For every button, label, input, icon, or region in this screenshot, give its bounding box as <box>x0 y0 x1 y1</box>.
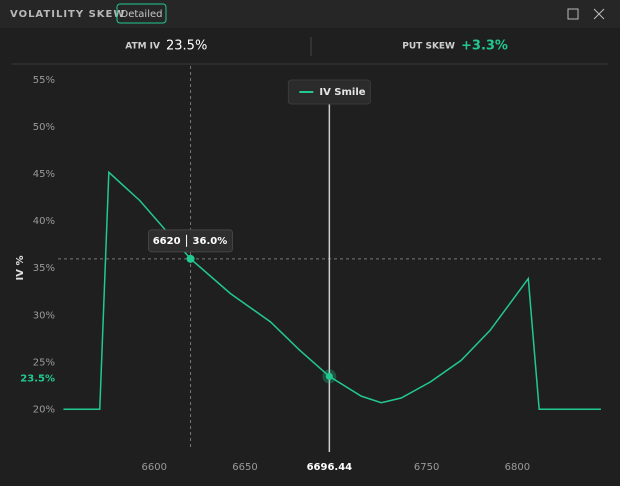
series-line <box>63 170 601 411</box>
x-tick-label: 6750 <box>414 462 439 473</box>
maximize-button[interactable] <box>567 8 579 20</box>
y-tick-label: 40% <box>33 216 55 227</box>
y-axis-label: IV % <box>15 256 26 281</box>
y-tick-label: 30% <box>33 310 55 321</box>
badge[interactable]: Detailed <box>121 9 163 20</box>
stat-label: PUT SKEW <box>402 42 455 52</box>
x-tick-label: 6650 <box>232 462 257 473</box>
legend-label: IV Smile <box>319 87 365 98</box>
y-tick-label: 35% <box>33 263 55 274</box>
close-button[interactable] <box>593 8 605 20</box>
widget-title: VOLATILITY SKEW <box>10 9 125 20</box>
tooltip-point <box>186 254 195 263</box>
y-tick-label: 25% <box>33 357 55 368</box>
crosshair-point <box>325 372 333 380</box>
badge-border[interactable] <box>116 3 167 24</box>
tooltip-x: 6620 <box>153 236 181 247</box>
stat-label: ATM IV <box>125 42 160 52</box>
y-tick-label: 50% <box>33 122 55 133</box>
y-tick-label: 20% <box>33 404 55 415</box>
tooltip-box <box>148 229 234 253</box>
stat-value: +3.3% <box>461 39 508 54</box>
y-tick-label: 45% <box>33 169 55 180</box>
stat-value: 23.5% <box>166 39 207 54</box>
crosshair-x-label: 6696.44 <box>307 462 353 473</box>
title-bar <box>0 0 620 28</box>
x-tick-label: 6800 <box>505 462 530 473</box>
crosshair-y-label: 23.5% <box>20 373 55 384</box>
x-tick-label: 6600 <box>142 462 167 473</box>
legend-box <box>287 79 371 105</box>
y-tick-label: 55% <box>33 75 55 86</box>
tooltip-y: 36.0% <box>193 236 228 247</box>
